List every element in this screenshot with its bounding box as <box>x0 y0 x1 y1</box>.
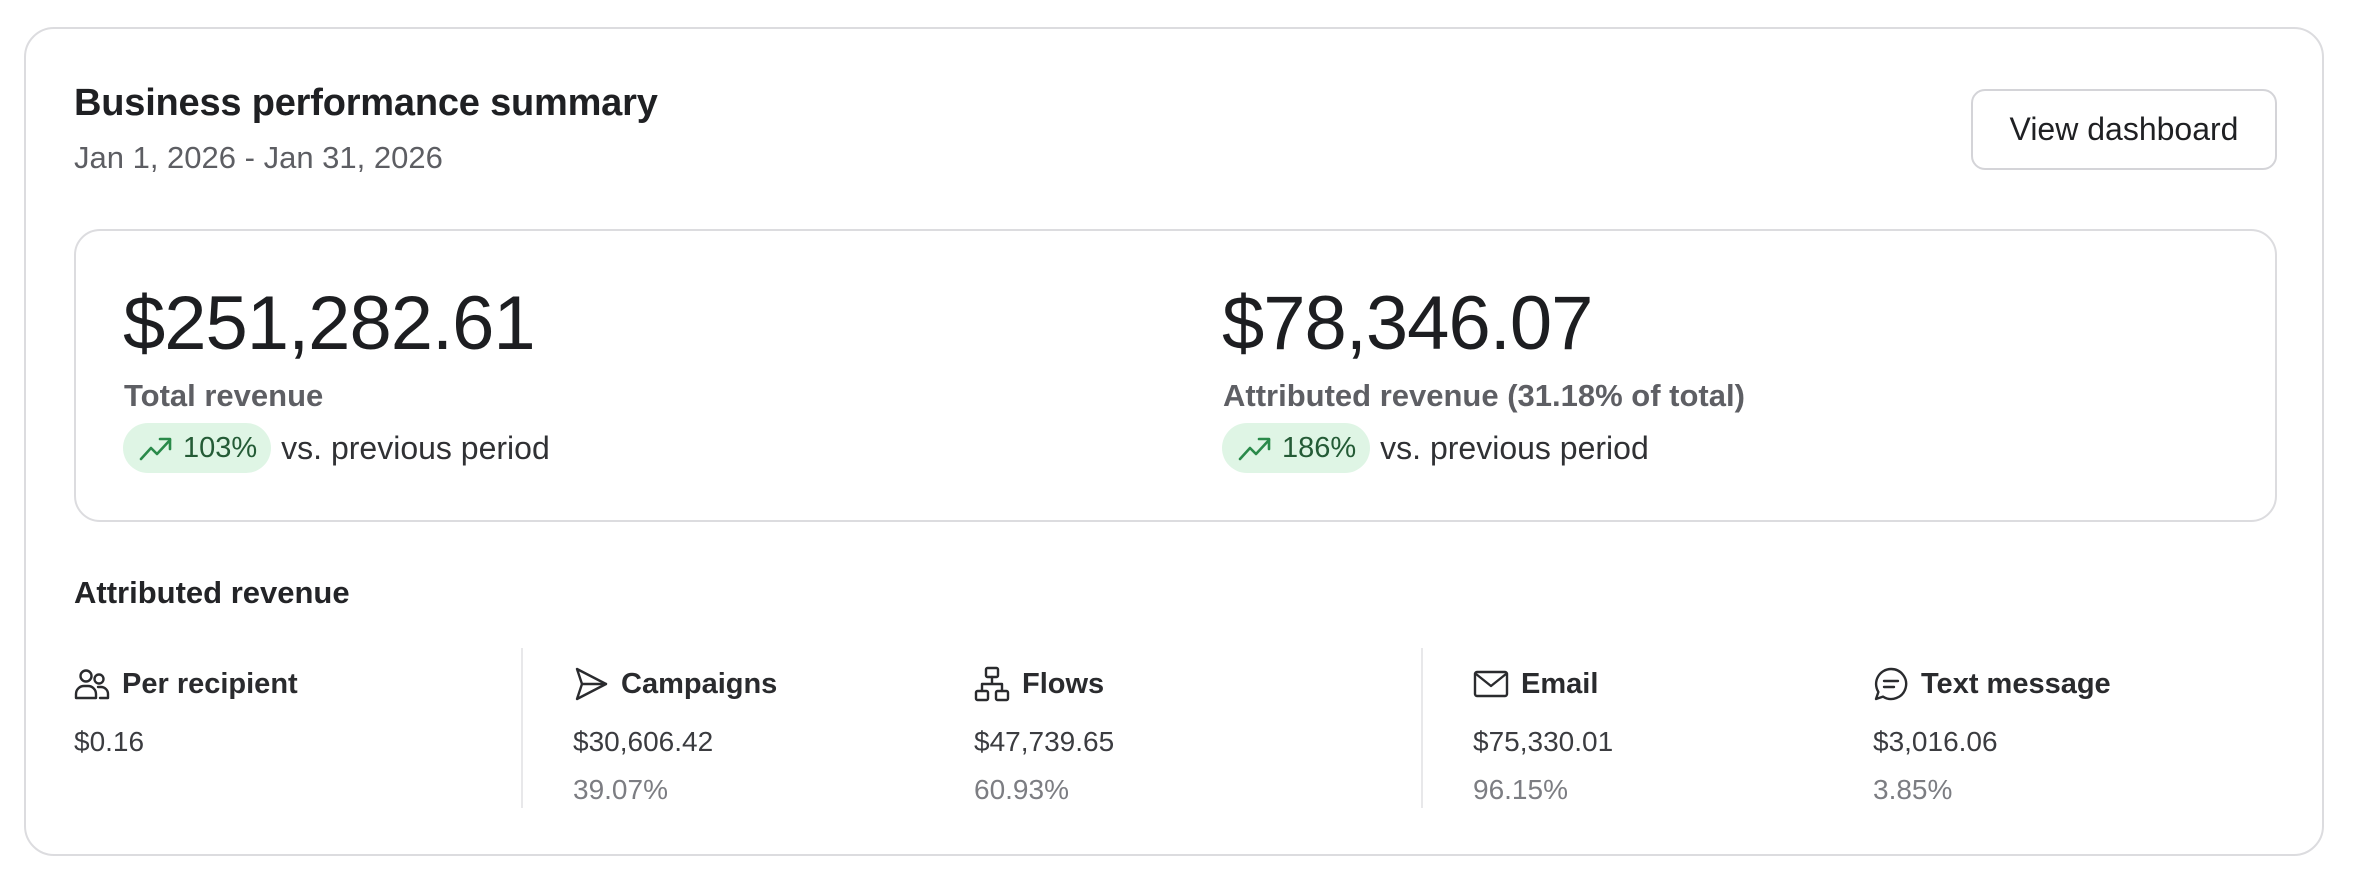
users-icon <box>74 666 110 702</box>
total-revenue-value: $251,282.61 <box>123 281 536 366</box>
attributed-revenue-section-title: Attributed revenue <box>74 575 350 610</box>
stat-flows: Flows <box>974 666 1104 702</box>
trending-up-icon <box>1238 437 1271 461</box>
stat-campaigns: Campaigns <box>573 666 777 702</box>
stat-value-campaigns: $30,606.42 <box>573 726 714 757</box>
stat-text-message: Text message <box>1873 666 2111 702</box>
revenue-summary-box <box>74 229 2277 522</box>
flow-icon <box>974 666 1010 702</box>
attributed-revenue-value: $78,346.07 <box>1222 281 1593 366</box>
stat-value-email: $75,330.01 <box>1473 726 1614 757</box>
stat-label: Text message <box>1921 667 2111 700</box>
column-divider <box>1421 648 1423 808</box>
attributed-revenue-change-value: 186% <box>1282 431 1357 464</box>
column-divider <box>521 648 523 808</box>
performance-summary-card <box>24 27 2324 856</box>
trending-up-icon <box>139 437 172 461</box>
mail-icon <box>1473 666 1509 702</box>
message-icon <box>1873 666 1909 702</box>
stat-percent-text-message: 3.85% <box>1873 774 1953 805</box>
stat-email: Email <box>1473 666 1598 702</box>
total-revenue-trend: 103% vs. previous period <box>123 423 550 473</box>
total-revenue-change-value: 103% <box>183 431 258 464</box>
attributed-revenue-trend: 186% vs. previous period <box>1222 423 1649 473</box>
stat-value-text-message: $3,016.06 <box>1873 726 1998 757</box>
stat-percent-email: 96.15% <box>1473 774 1568 805</box>
stat-label: Flows <box>1022 667 1105 700</box>
attributed-revenue-comparison: vs. previous period <box>1380 429 1649 466</box>
send-icon <box>573 666 609 702</box>
stat-value-per-recipient: $0.16 <box>74 726 145 757</box>
stat-per-recipient: Per recipient <box>74 666 298 702</box>
stat-label: Per recipient <box>122 667 298 700</box>
view-dashboard-button[interactable]: View dashboard <box>1971 89 2277 170</box>
stat-value-flows: $47,739.65 <box>974 726 1115 757</box>
stat-percent-campaigns: 39.07% <box>573 774 668 805</box>
card-title: Business performance summary <box>74 82 658 124</box>
stat-label: Email <box>1521 667 1599 700</box>
attributed-revenue-change-badge: 186% <box>1222 423 1371 473</box>
date-range: Jan 1, 2026 - Jan 31, 2026 <box>74 140 443 175</box>
attributed-revenue-label: Attributed revenue (31.18% of total) <box>1223 378 1745 413</box>
total-revenue-label: Total revenue <box>124 378 324 413</box>
total-revenue-comparison: vs. previous period <box>281 429 550 466</box>
stat-percent-flows: 60.93% <box>974 774 1069 805</box>
total-revenue-change-badge: 103% <box>123 423 272 473</box>
stat-label: Campaigns <box>621 667 778 700</box>
